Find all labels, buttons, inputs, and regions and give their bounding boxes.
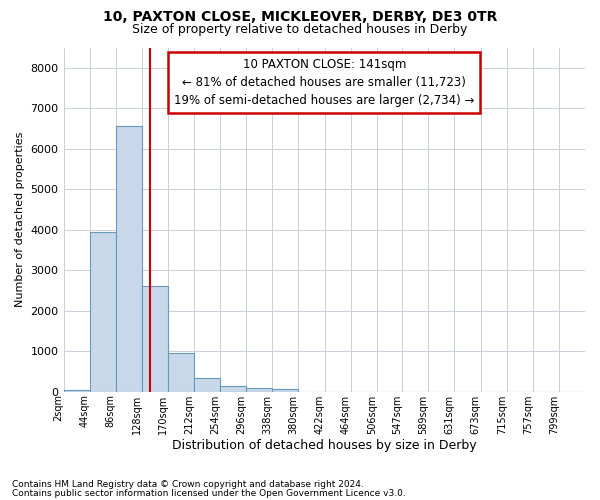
- Bar: [194, 378, 220, 392]
- Bar: [272, 389, 298, 392]
- Bar: [220, 386, 246, 392]
- X-axis label: Distribution of detached houses by size in Derby: Distribution of detached houses by size …: [172, 440, 476, 452]
- Bar: [246, 388, 272, 392]
- Bar: [64, 390, 89, 392]
- Bar: [116, 126, 142, 392]
- Text: 10, PAXTON CLOSE, MICKLEOVER, DERBY, DE3 0TR: 10, PAXTON CLOSE, MICKLEOVER, DERBY, DE3…: [103, 10, 497, 24]
- Bar: [168, 353, 194, 392]
- Bar: [142, 286, 168, 392]
- Text: Contains HM Land Registry data © Crown copyright and database right 2024.: Contains HM Land Registry data © Crown c…: [12, 480, 364, 489]
- Y-axis label: Number of detached properties: Number of detached properties: [15, 132, 25, 308]
- Text: Contains public sector information licensed under the Open Government Licence v3: Contains public sector information licen…: [12, 488, 406, 498]
- Text: 10 PAXTON CLOSE: 141sqm
← 81% of detached houses are smaller (11,723)
19% of sem: 10 PAXTON CLOSE: 141sqm ← 81% of detache…: [174, 58, 475, 107]
- Text: Size of property relative to detached houses in Derby: Size of property relative to detached ho…: [133, 22, 467, 36]
- Bar: [89, 232, 116, 392]
